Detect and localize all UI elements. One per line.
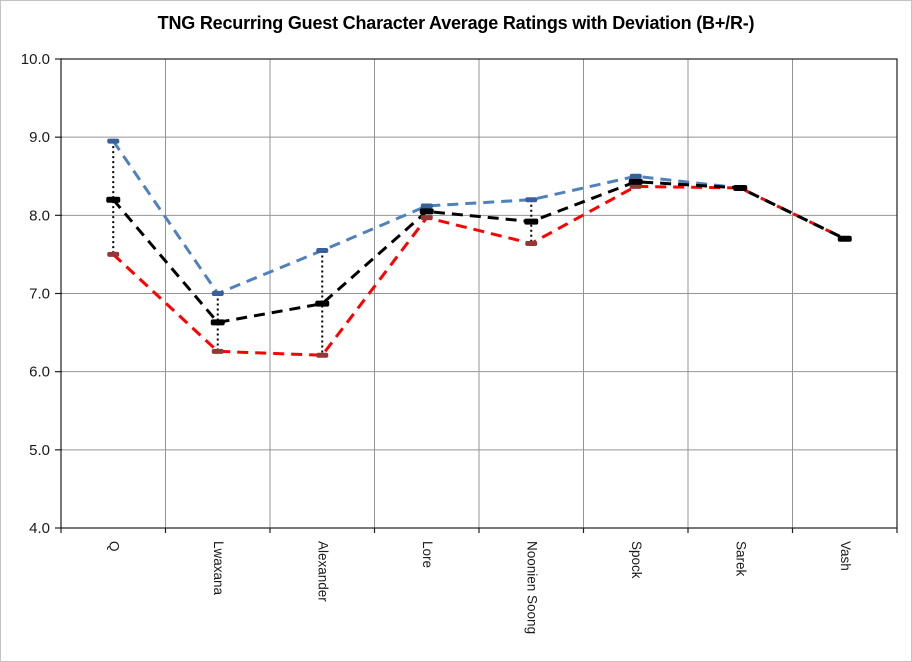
x-axis-category-label: Lwaxana	[211, 541, 226, 596]
data-point-marker	[837, 235, 852, 242]
data-point-marker	[628, 178, 643, 185]
y-axis-tick-label: 9.0	[29, 129, 50, 146]
y-axis-tick-label: 8.0	[29, 207, 50, 224]
data-point-marker	[419, 208, 434, 215]
data-point-marker	[525, 197, 538, 203]
data-point-marker	[107, 251, 120, 257]
y-axis-tick-label: 6.0	[29, 364, 50, 381]
data-point-marker	[210, 319, 225, 326]
x-axis-category-label: Alexander	[315, 541, 330, 602]
data-point-marker	[211, 291, 224, 296]
x-axis-category-label: Q	[106, 541, 121, 552]
data-point-marker	[316, 352, 329, 358]
data-point-marker	[524, 218, 539, 225]
series-line	[112, 184, 846, 357]
y-axis-tick-label: 7.0	[29, 286, 50, 303]
x-axis-category-label: Spock	[629, 541, 644, 579]
data-point-marker	[629, 173, 642, 179]
data-point-marker	[107, 138, 120, 144]
chart-title: TNG Recurring Guest Character Average Ra…	[157, 13, 755, 33]
x-axis-category-label: Sarek	[733, 541, 748, 577]
data-point-marker	[525, 240, 538, 246]
data-point-marker	[106, 196, 121, 203]
data-point-marker	[420, 215, 433, 221]
y-axis-tick-label: 4.0	[29, 520, 50, 537]
data-point-marker	[733, 184, 748, 191]
y-axis-tick-label: 10.0	[21, 51, 50, 68]
x-axis-category-label: Lore	[420, 541, 435, 568]
series-line	[112, 180, 846, 325]
data-point-marker	[420, 203, 433, 209]
data-point-marker	[629, 183, 642, 189]
data-point-marker	[211, 348, 224, 354]
data-point-marker	[316, 248, 329, 254]
x-axis-category-label: Vash	[838, 541, 853, 571]
data-point-marker	[315, 300, 330, 307]
y-axis-tick-label: 5.0	[29, 442, 50, 459]
x-axis-category-label: Noonien Soong	[524, 541, 539, 634]
